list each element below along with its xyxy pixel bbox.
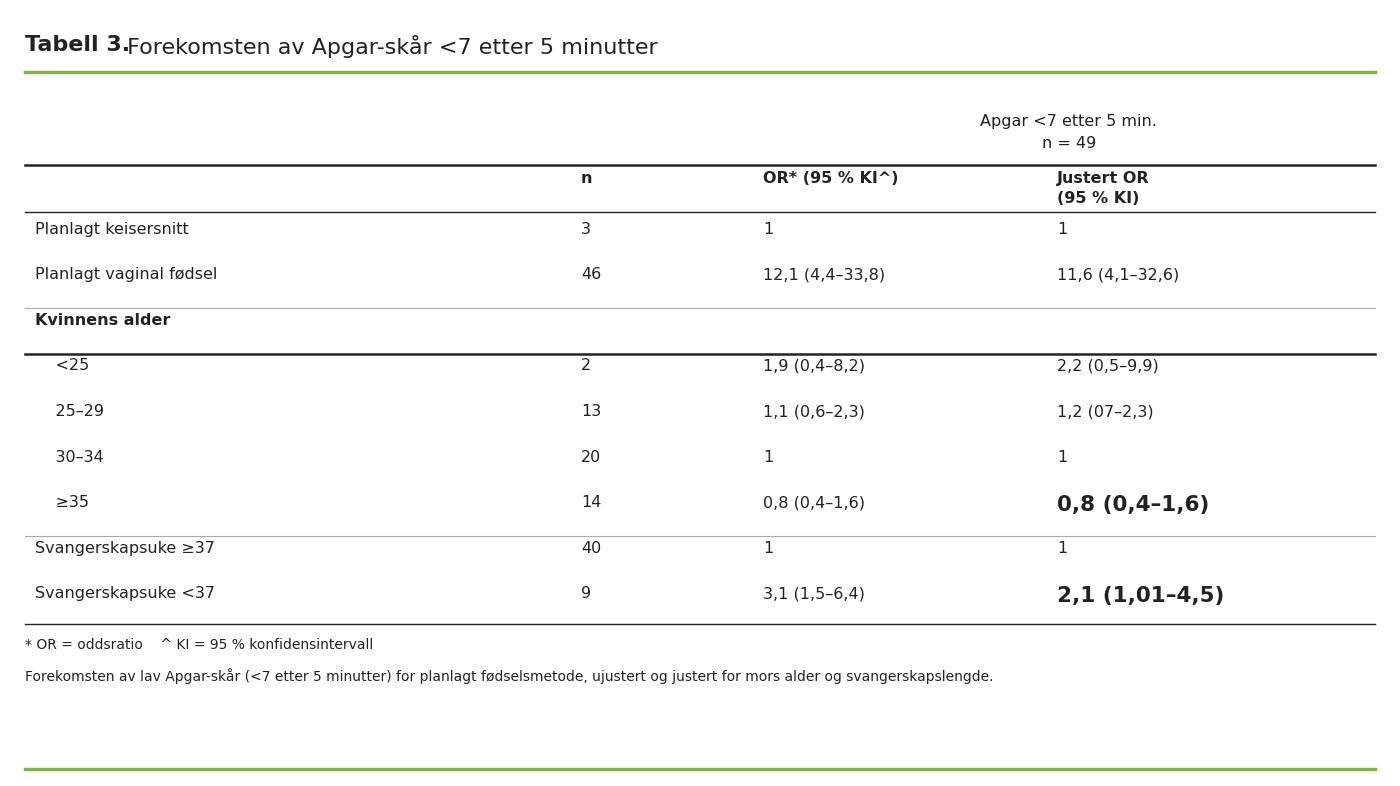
Text: 1,1 (0,6–2,3): 1,1 (0,6–2,3) — [763, 404, 865, 419]
Text: OR* (95 % KI^): OR* (95 % KI^) — [763, 171, 899, 186]
Text: 1: 1 — [1057, 222, 1067, 237]
Text: ≥35: ≥35 — [35, 495, 90, 510]
Text: Forekomsten av lav Apgar-skår (<7 etter 5 minutter) for planlagt fødselsmetode, : Forekomsten av lav Apgar-skår (<7 etter … — [25, 668, 994, 684]
Text: 30–34: 30–34 — [35, 450, 104, 465]
Text: 1: 1 — [1057, 541, 1067, 556]
Text: 1: 1 — [763, 450, 773, 465]
Text: * OR = oddsratio    ^ KI = 95 % konfidensintervall: * OR = oddsratio ^ KI = 95 % konfidensin… — [25, 638, 374, 652]
Text: 1: 1 — [1057, 450, 1067, 465]
Text: n: n — [581, 171, 592, 186]
Text: 2,2 (0,5–9,9): 2,2 (0,5–9,9) — [1057, 358, 1159, 373]
Text: 1: 1 — [763, 222, 773, 237]
Text: 2: 2 — [581, 358, 591, 373]
Text: 0,8 (0,4–1,6): 0,8 (0,4–1,6) — [763, 495, 865, 510]
Text: 46: 46 — [581, 267, 601, 282]
Text: 9: 9 — [581, 586, 591, 601]
Text: Apgar <7 etter 5 min.
n = 49: Apgar <7 etter 5 min. n = 49 — [980, 114, 1158, 151]
Text: 13: 13 — [581, 404, 601, 419]
Text: 3: 3 — [581, 222, 591, 237]
Text: 25–29: 25–29 — [35, 404, 104, 419]
Text: Tabell 3.: Tabell 3. — [25, 35, 130, 55]
Text: 14: 14 — [581, 495, 602, 510]
Text: 11,6 (4,1–32,6): 11,6 (4,1–32,6) — [1057, 267, 1179, 282]
Text: 0,8 (0,4–1,6): 0,8 (0,4–1,6) — [1057, 495, 1210, 515]
Text: Justert OR
(95 % KI): Justert OR (95 % KI) — [1057, 171, 1149, 206]
Text: 1,9 (0,4–8,2): 1,9 (0,4–8,2) — [763, 358, 865, 373]
Text: 1: 1 — [763, 541, 773, 556]
Text: Svangerskapsuke ≥37: Svangerskapsuke ≥37 — [35, 541, 214, 556]
Text: Svangerskapsuke <37: Svangerskapsuke <37 — [35, 586, 216, 601]
Text: Forekomsten av Apgar-skår <7 etter 5 minutter: Forekomsten av Apgar-skår <7 etter 5 min… — [120, 35, 658, 58]
Text: 2,1 (1,01–4,5): 2,1 (1,01–4,5) — [1057, 586, 1225, 606]
Text: Planlagt keisersnitt: Planlagt keisersnitt — [35, 222, 189, 237]
Text: <25: <25 — [35, 358, 90, 373]
Text: 12,1 (4,4–33,8): 12,1 (4,4–33,8) — [763, 267, 885, 282]
Text: 20: 20 — [581, 450, 601, 465]
Text: 3,1 (1,5–6,4): 3,1 (1,5–6,4) — [763, 586, 865, 601]
Text: 40: 40 — [581, 541, 601, 556]
Text: Kvinnens alder: Kvinnens alder — [35, 313, 171, 328]
Text: 1,2 (07–2,3): 1,2 (07–2,3) — [1057, 404, 1154, 419]
Text: Planlagt vaginal fødsel: Planlagt vaginal fødsel — [35, 267, 217, 282]
